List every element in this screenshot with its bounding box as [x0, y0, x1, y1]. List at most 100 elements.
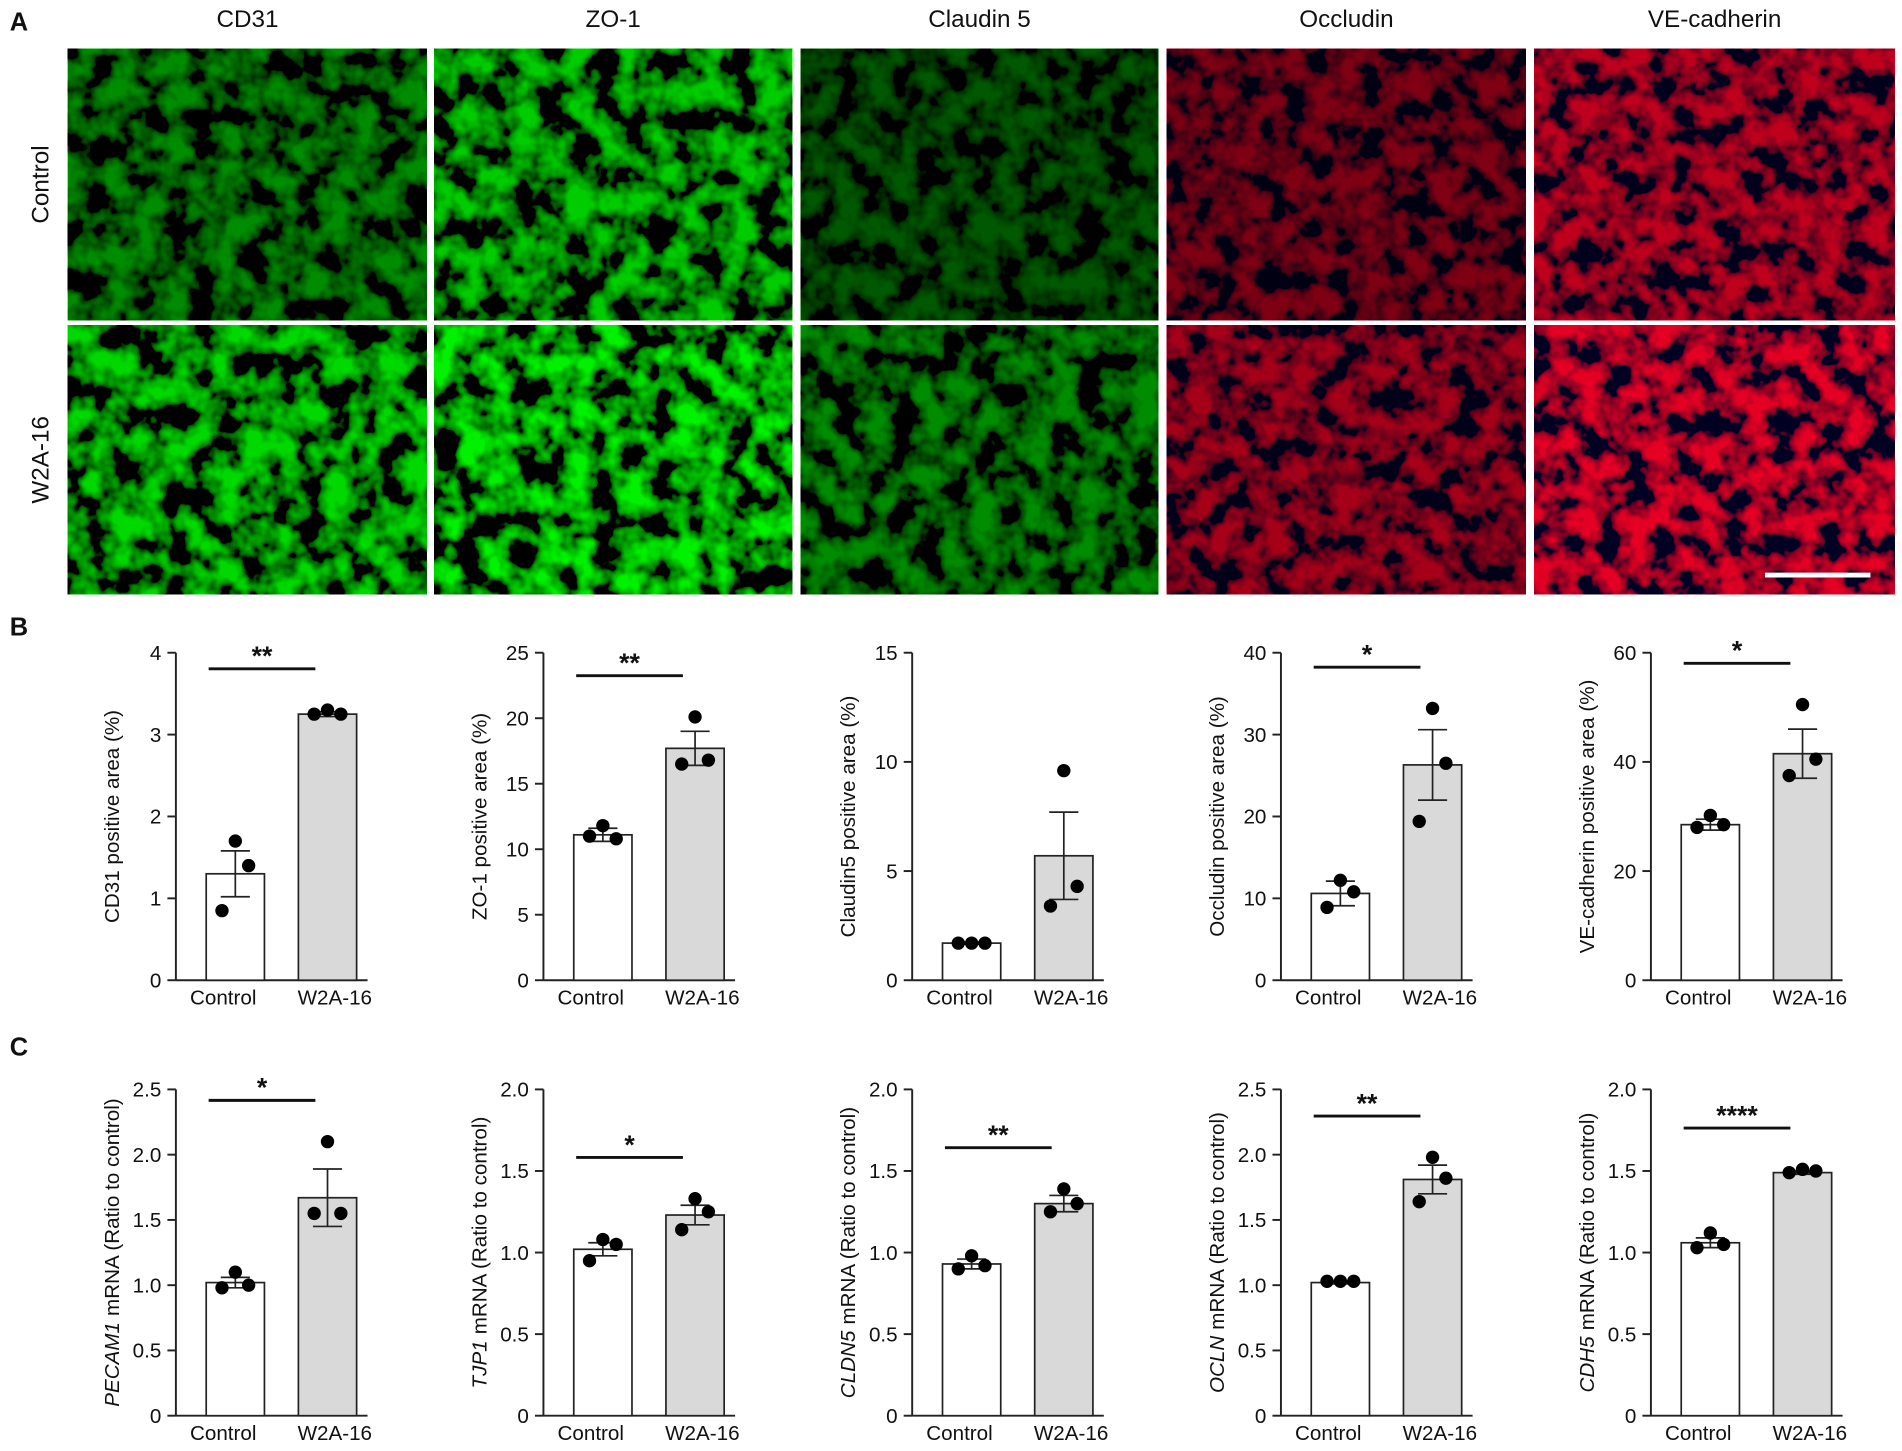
- x-tick-label: Control: [558, 986, 624, 1009]
- y-tick-label: 1.5: [133, 1209, 162, 1232]
- y-axis-label: CDH5 mRNA (Ratio to control): [1576, 1113, 1599, 1393]
- y-tick-label: 15: [875, 642, 898, 665]
- data-point: [609, 1237, 623, 1252]
- data-point: [1782, 1165, 1796, 1180]
- x-tick-label: Control: [1665, 986, 1731, 1009]
- y-axis-label-gene: TJP1: [468, 1340, 491, 1388]
- micrograph-signal: [67, 48, 427, 321]
- y-tick-label: 10: [1243, 888, 1266, 911]
- y-tick-label: 2.0: [133, 1144, 162, 1167]
- y-tick-label: 0: [1255, 970, 1266, 993]
- y-tick-label: 30: [1243, 724, 1266, 747]
- micrograph-signal: [434, 325, 793, 595]
- y-axis-label: CD31 positive area (%): [101, 710, 124, 923]
- y-tick-label: 1.0: [1238, 1274, 1267, 1297]
- column-header: VE-cadherin: [1648, 6, 1781, 33]
- data-point: [1703, 808, 1718, 823]
- x-tick-label: W2A-16: [1034, 986, 1108, 1009]
- data-point: [701, 1205, 716, 1219]
- data-point: [1809, 1164, 1823, 1178]
- column-header: Occludin: [1299, 6, 1393, 33]
- x-tick-label: W2A-16: [1773, 1422, 1847, 1445]
- y-tick-label: 15: [506, 773, 529, 796]
- y-axis-label: PECAM1 mRNA (Ratio to control): [101, 1098, 124, 1406]
- data-point: [1425, 1150, 1440, 1164]
- y-tick-label: 0: [1625, 1405, 1636, 1428]
- bar: [572, 833, 633, 982]
- x-tick-label: Control: [190, 1422, 256, 1445]
- x-tick-label: W2A-16: [1773, 986, 1847, 1009]
- micrograph-signal: [800, 325, 1159, 595]
- y-tick-label: 0: [517, 1405, 528, 1428]
- panel-label: B: [10, 614, 28, 642]
- y-axis-label: Claudin5 positive area (%): [837, 696, 860, 938]
- y-tick-label: 0.5: [133, 1340, 162, 1363]
- y-tick-label: 1.0: [1608, 1242, 1637, 1265]
- bar: [297, 713, 358, 982]
- data-point: [215, 903, 229, 918]
- bar: [665, 1214, 726, 1417]
- data-point: [334, 1206, 348, 1221]
- y-tick-label: 10: [506, 839, 529, 862]
- data-point: [215, 1281, 229, 1295]
- x-tick-label: Control: [1665, 1422, 1731, 1445]
- data-point: [1703, 1226, 1718, 1240]
- data-point: [1782, 768, 1796, 783]
- y-tick-label: 20: [506, 707, 529, 730]
- x-tick-label: Control: [558, 1422, 624, 1445]
- y-axis-label-text: VE-cadherin positive area (%): [1576, 680, 1599, 954]
- bar: [1772, 752, 1833, 982]
- y-tick-label: 2: [150, 806, 161, 829]
- bar: [1680, 823, 1741, 982]
- micrograph-signal: [1534, 48, 1895, 321]
- micrograph-shade: [1534, 325, 1895, 595]
- micrograph-shade: [434, 325, 793, 595]
- micrograph-signal: [67, 325, 427, 595]
- panel-label: A: [10, 8, 28, 36]
- data-point: [1439, 1171, 1453, 1185]
- data-point: [1412, 1194, 1426, 1209]
- y-tick-label: 0: [886, 1405, 897, 1428]
- bar: [1402, 1178, 1463, 1417]
- data-point: [228, 1265, 242, 1279]
- data-point: [1425, 701, 1440, 716]
- y-tick-label: 0: [886, 970, 897, 993]
- data-point: [596, 1232, 610, 1247]
- y-tick-label: 60: [1613, 642, 1636, 665]
- y-axis-label-text: Occludin positive area (%): [1206, 696, 1229, 937]
- micrograph-shade: [800, 325, 1159, 595]
- data-point: [1070, 1196, 1084, 1211]
- x-tick-label: Control: [1295, 1422, 1361, 1445]
- data-point: [964, 1249, 979, 1263]
- row-label: Control: [28, 145, 55, 223]
- y-tick-label: 1.5: [1238, 1209, 1267, 1232]
- data-point: [228, 834, 242, 848]
- y-tick-label: 20: [1613, 860, 1636, 883]
- data-point: [701, 753, 716, 767]
- data-point: [582, 829, 597, 843]
- y-axis-label: TJP1 mRNA (Ratio to control): [468, 1117, 491, 1389]
- micrograph-signal: [1166, 325, 1526, 595]
- data-point: [978, 1258, 992, 1273]
- y-tick-label: 10: [875, 751, 898, 774]
- y-axis-label-gene: CLDN5: [837, 1330, 860, 1398]
- bar: [297, 1196, 358, 1417]
- column-header: ZO-1: [586, 6, 641, 33]
- significance-label: *: [257, 1073, 268, 1103]
- micrograph-signal: [1534, 325, 1895, 595]
- micrograph-shade: [67, 48, 427, 321]
- data-point: [1347, 885, 1361, 899]
- y-tick-label: 2.0: [869, 1079, 898, 1102]
- data-point: [320, 703, 335, 717]
- y-axis-label: ZO-1 positive area (%): [468, 713, 491, 920]
- y-axis-label-gene: OCLN: [1206, 1336, 1229, 1393]
- data-point: [951, 1262, 965, 1276]
- y-tick-label: 1.0: [869, 1242, 898, 1265]
- data-point: [1057, 1182, 1071, 1196]
- y-axis-label-text: mRNA (Ratio to control): [837, 1107, 860, 1325]
- micrograph-shade: [1166, 48, 1526, 321]
- y-axis-label: VE-cadherin positive area (%): [1576, 680, 1599, 954]
- data-point: [1070, 879, 1084, 894]
- x-tick-label: W2A-16: [298, 1422, 372, 1445]
- y-tick-label: 20: [1243, 806, 1266, 829]
